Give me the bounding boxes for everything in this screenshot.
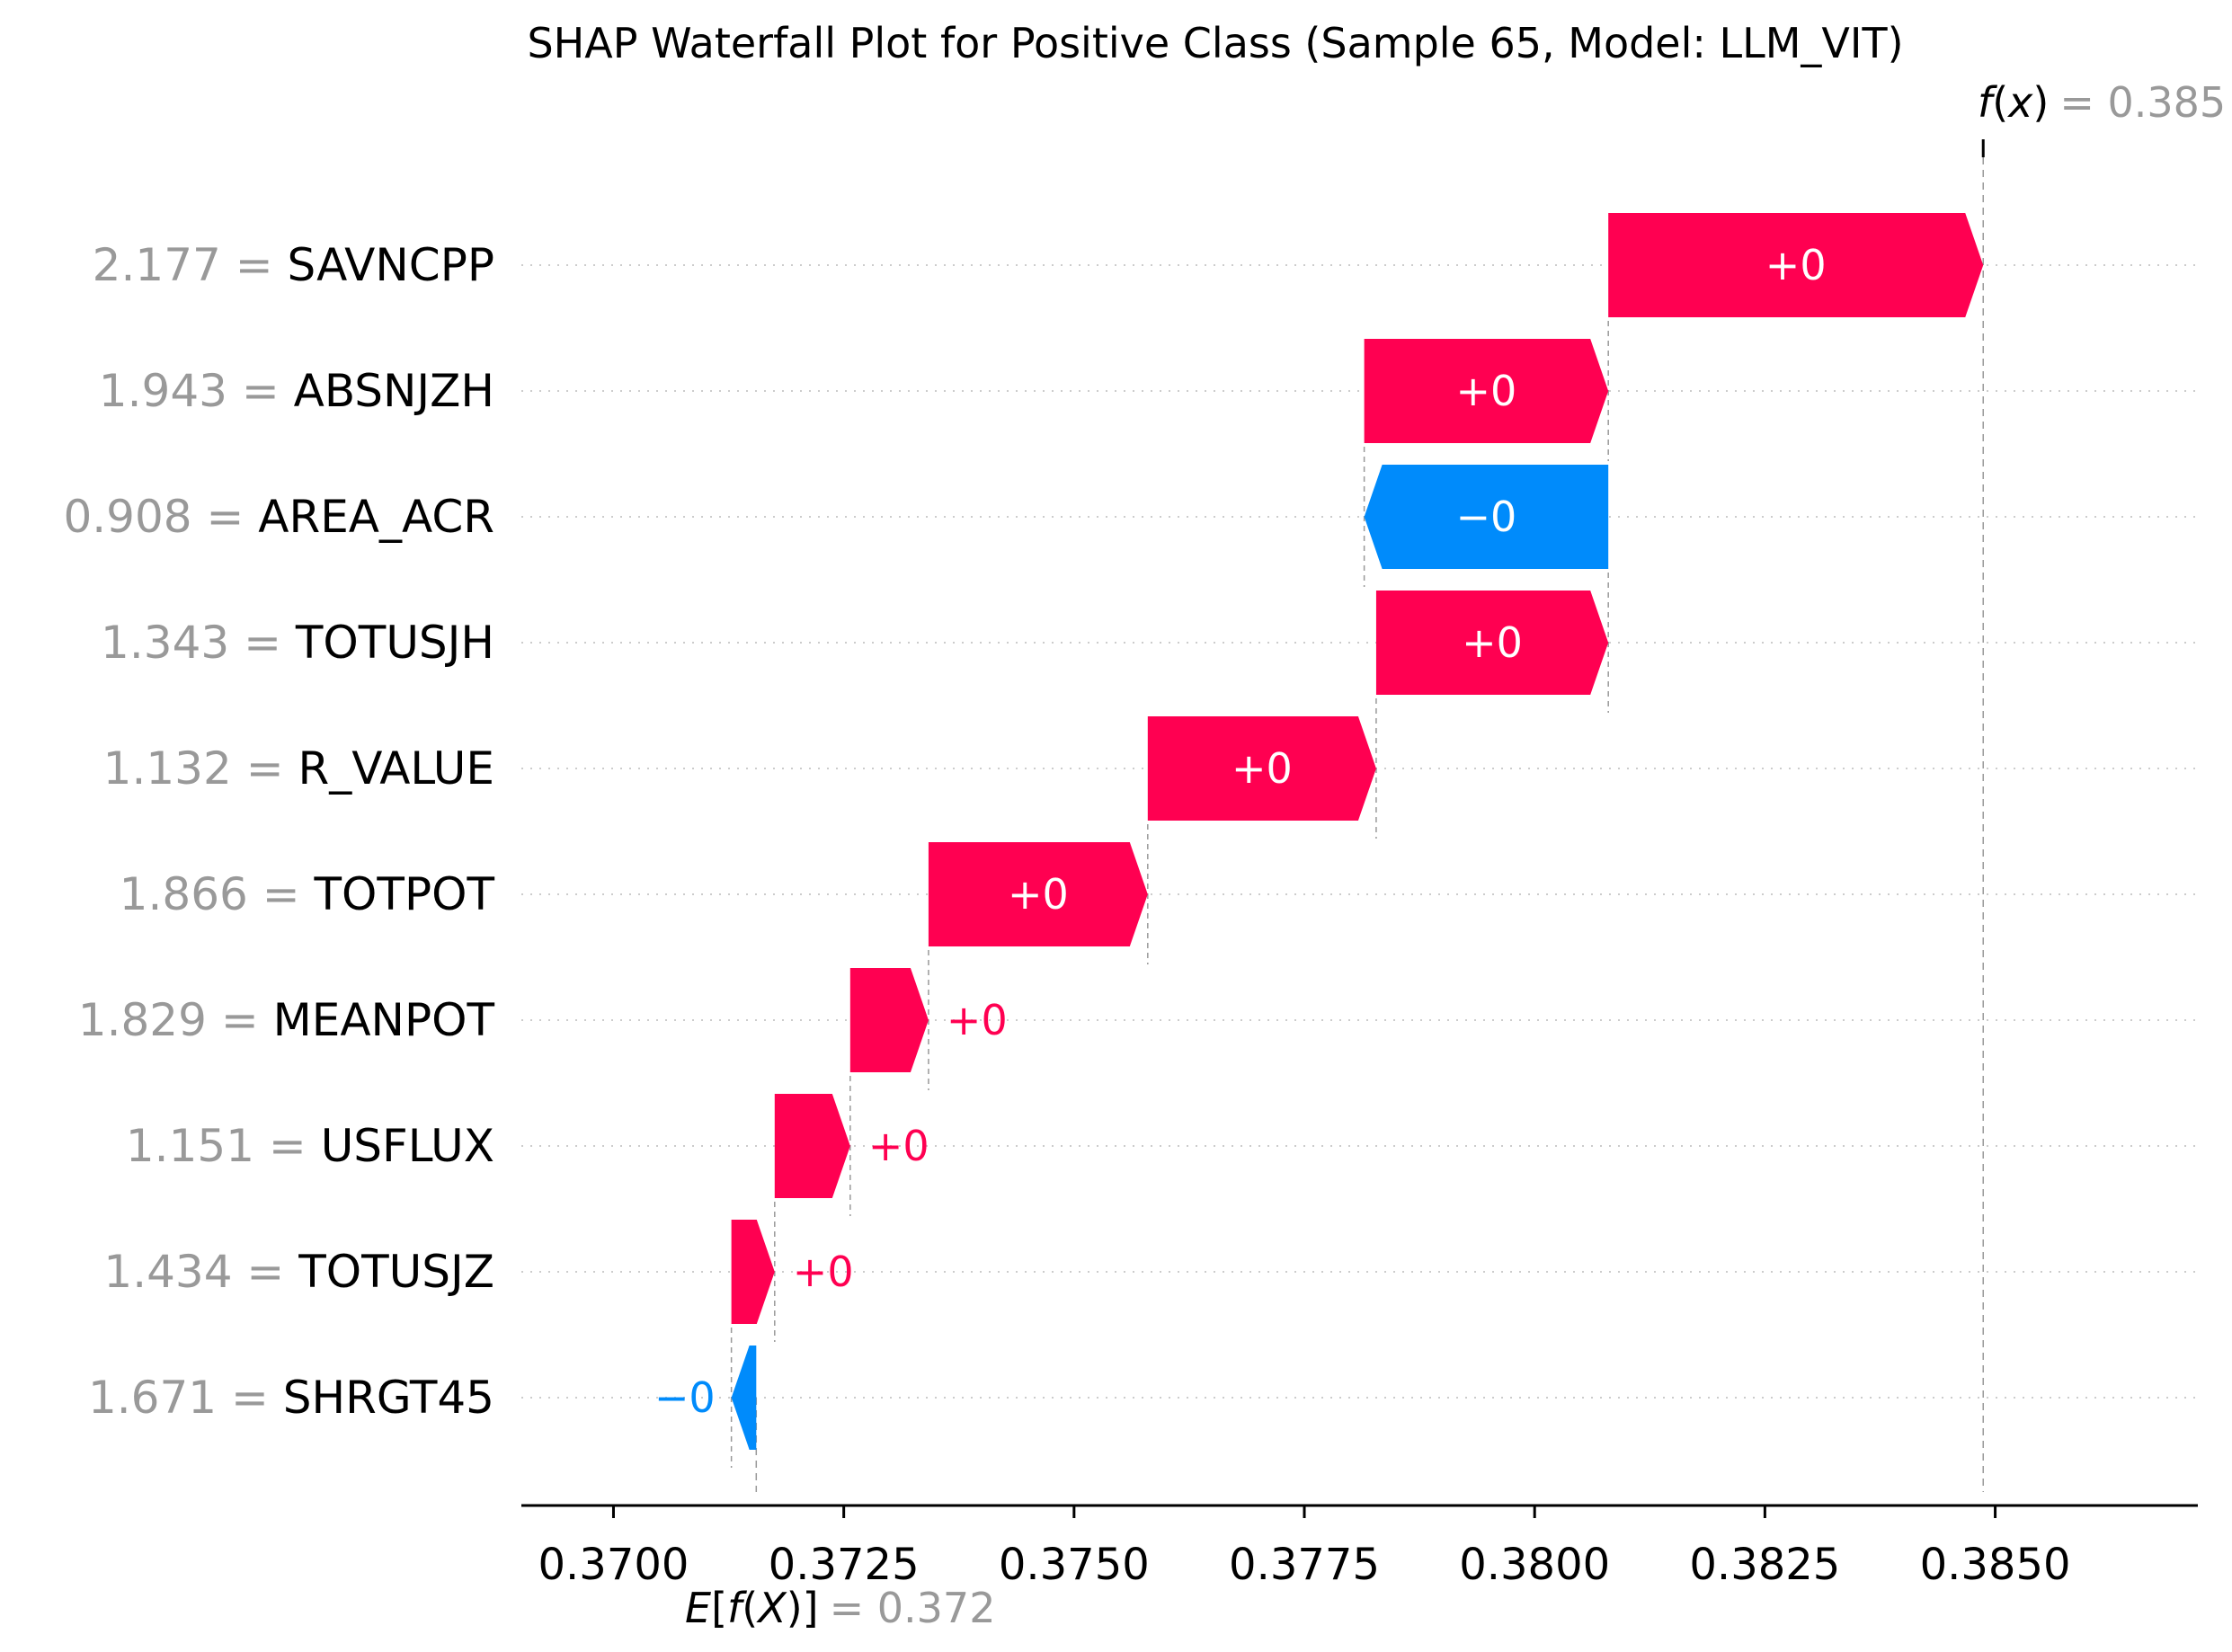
x-tick-label: 0.3775 (1229, 1540, 1380, 1590)
waterfall-bar (1364, 339, 1609, 443)
feature-label: 0.908 = AREA_ACR (63, 491, 494, 543)
bar-value-label: −0 (654, 1373, 716, 1422)
bar-value-label: +0 (947, 996, 1008, 1044)
waterfall-bar (1147, 716, 1376, 821)
x-tick-label: 0.3700 (538, 1540, 689, 1590)
feature-label: 1.671 = SHRGT45 (88, 1372, 494, 1424)
feature-label: 1.434 = TOTUSJZ (103, 1246, 494, 1298)
waterfall-bar (731, 1220, 775, 1324)
waterfall-bar (1375, 591, 1609, 695)
feature-label: 1.866 = TOTPOT (120, 868, 495, 920)
waterfall-bar (731, 1346, 757, 1450)
feature-label: 1.343 = TOTUSJH (101, 617, 494, 669)
feature-label: 1.943 = ABSNJZH (99, 365, 494, 417)
bar-value-label: +0 (1455, 367, 1516, 415)
waterfall-bar (1608, 213, 1984, 317)
bar-value-label: +0 (868, 1122, 929, 1170)
x-tick-label: 0.3750 (999, 1540, 1150, 1590)
feature-label: 2.177 = SAVNCPP (93, 239, 494, 291)
feature-labels: 2.177 = SAVNCPP 1.943 = ABSNJZH 0.908 = AR… (63, 239, 494, 1424)
chart-title: SHAP Waterfall Plot for Positive Class (… (527, 19, 1903, 67)
waterfall-bar (849, 968, 929, 1072)
feature-label: 1.132 = R_VALUE (103, 742, 494, 795)
bar-value-label: −0 (1455, 493, 1516, 541)
bar-value-label: +0 (1232, 744, 1293, 793)
bar-value-label: +0 (1008, 870, 1069, 919)
feature-label: 1.151 = USFLUX (126, 1120, 494, 1172)
waterfall-bar (928, 842, 1148, 946)
x-tick-label: 0.3850 (1920, 1540, 2071, 1590)
feature-label: 1.829 = MEANPOT (78, 994, 495, 1046)
bar-value-label: +0 (1765, 241, 1827, 289)
waterfall-bar (774, 1094, 850, 1198)
waterfall-bar (1364, 465, 1609, 569)
bar-value-label: +0 (1462, 618, 1523, 667)
efx-label: E[f(X)] = 0.372 (685, 1584, 995, 1632)
gridlines (521, 264, 2198, 1399)
x-axis-ticks: 0.3700 0.3725 0.3750 0.3775 0.3800 0.3825 0.38… (538, 1505, 2071, 1590)
fx-label: f(x) = 0.385 (1978, 78, 2226, 127)
x-tick-label: 0.3725 (769, 1540, 920, 1590)
x-tick-label: 0.3800 (1459, 1540, 1610, 1590)
bars: +0 +0 −0 +0 +0 +0 +0 +0 +0 −0 (654, 213, 1984, 1450)
bar-value-label: +0 (793, 1248, 854, 1296)
x-tick-label: 0.3825 (1689, 1540, 1840, 1590)
